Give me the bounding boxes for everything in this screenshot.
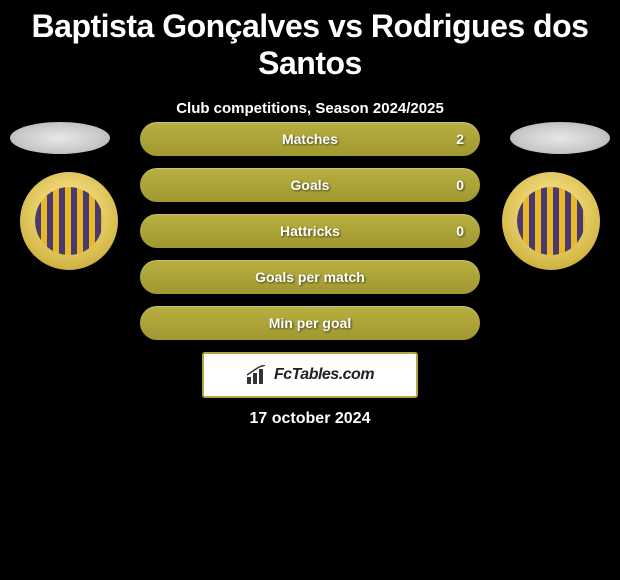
page-title: Baptista Gonçalves vs Rodrigues dos Sant… bbox=[0, 0, 620, 82]
stat-value: 0 bbox=[456, 223, 464, 239]
subtitle: Club competitions, Season 2024/2025 bbox=[0, 100, 620, 117]
club-badge-left bbox=[20, 172, 118, 270]
stat-label: Hattricks bbox=[280, 223, 340, 239]
stat-row-goals-per-match: Goals per match bbox=[140, 260, 480, 294]
stat-row-hattricks: Hattricks 0 bbox=[140, 214, 480, 248]
stat-label: Matches bbox=[282, 131, 338, 147]
stat-label: Min per goal bbox=[269, 315, 351, 331]
stat-row-matches: Matches 2 bbox=[140, 122, 480, 156]
stats-rows: Matches 2 Goals 0 Hattricks 0 Goals per … bbox=[140, 122, 480, 352]
stat-label: Goals bbox=[291, 177, 330, 193]
stat-row-goals: Goals 0 bbox=[140, 168, 480, 202]
stat-row-min-per-goal: Min per goal bbox=[140, 306, 480, 340]
stat-value: 0 bbox=[456, 177, 464, 193]
player-right-ellipse bbox=[510, 122, 610, 154]
stat-value: 2 bbox=[456, 131, 464, 147]
player-left-ellipse bbox=[10, 122, 110, 154]
date-text: 17 october 2024 bbox=[0, 410, 620, 428]
bar-chart-icon bbox=[246, 365, 268, 385]
club-badge-right bbox=[502, 172, 600, 270]
stat-label: Goals per match bbox=[255, 269, 365, 285]
footer-brand-text: FcTables.com bbox=[274, 366, 374, 384]
footer-brand-box: FcTables.com bbox=[202, 352, 418, 398]
